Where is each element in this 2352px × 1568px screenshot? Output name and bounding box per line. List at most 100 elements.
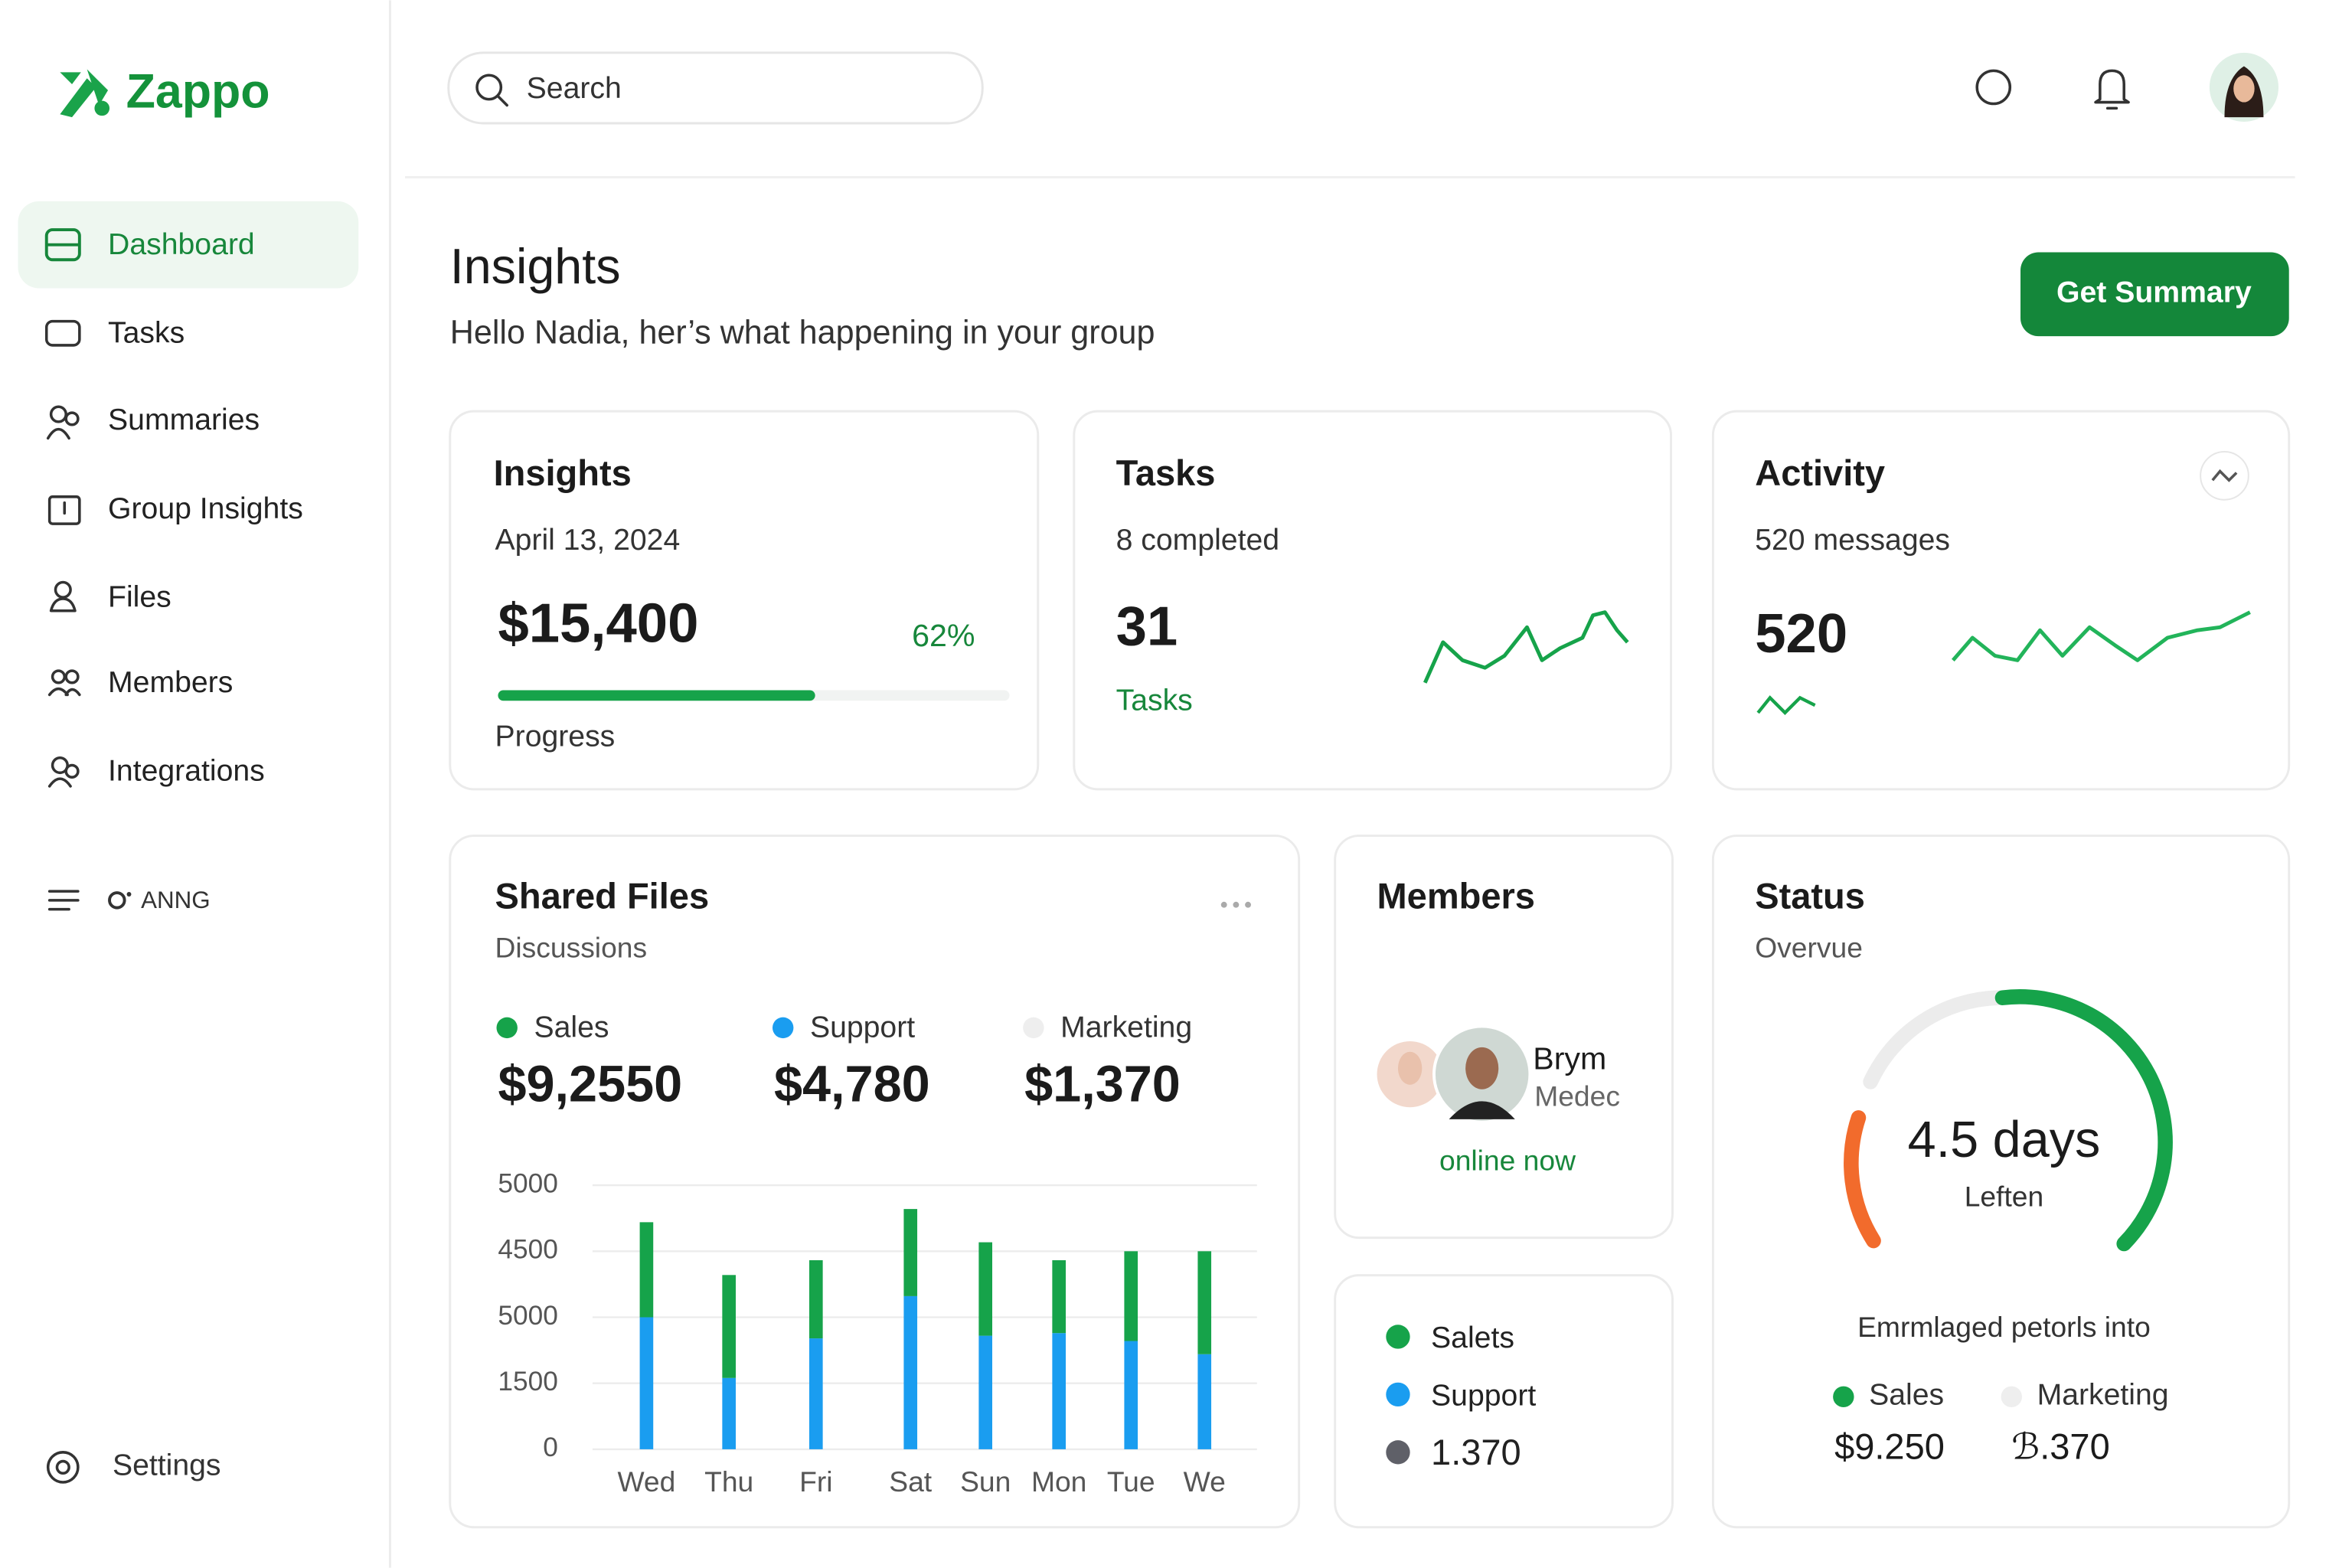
settings[interactable]: Settings (113, 1449, 221, 1482)
page-title: Insights (450, 238, 621, 294)
card-title: Status (1755, 875, 1865, 916)
legend-label: Sales (1869, 1379, 1944, 1412)
card-title: Members (1377, 875, 1535, 916)
menu-icon[interactable] (47, 890, 80, 911)
logo: Zappo (60, 64, 270, 118)
x-tick-label: Tue (1107, 1465, 1155, 1498)
nav-icon (47, 495, 81, 525)
legend-label: 1.370 (1431, 1432, 1521, 1472)
card (1073, 410, 1672, 791)
nav-item[interactable]: Summaries (108, 403, 260, 436)
bar-segment (1197, 1354, 1212, 1449)
legend-dot (1386, 1325, 1410, 1349)
search-box[interactable] (447, 51, 984, 125)
x-tick-label: Mon (1031, 1465, 1086, 1498)
y-tick-label: 5000 (498, 1168, 557, 1198)
bar-segment (1197, 1251, 1212, 1354)
nav-item[interactable]: Group Insights (108, 492, 303, 525)
bar-segment (1052, 1260, 1066, 1334)
sparkline (1423, 610, 1629, 684)
card (1711, 835, 2291, 1529)
nav-icon (46, 405, 80, 440)
more-menu[interactable] (1220, 901, 1251, 908)
card-subtitle: Overvue (1755, 931, 1863, 963)
bar-segment (639, 1317, 654, 1449)
summary-button-label[interactable]: Get Summary (2056, 276, 2252, 309)
legend: Sales $9,2550 Support $4,780 Marketing $1,370 (496, 1011, 1192, 1112)
nav-item[interactable]: Tasks (108, 317, 185, 350)
bar-segment (722, 1377, 736, 1449)
legend-label: Marketing (1060, 1011, 1192, 1044)
legend-value: $9,2550 (498, 1056, 682, 1112)
bar-segment (1124, 1341, 1138, 1449)
legend-label: Support (810, 1011, 915, 1044)
card-subtitle: 520 messages (1755, 524, 1950, 557)
search-placeholder: Search (527, 72, 622, 105)
member-name: Brym (1533, 1040, 1606, 1076)
nav-active-bg (18, 201, 359, 289)
nav-item[interactable]: Members (108, 666, 233, 699)
member-status: online now (1439, 1145, 1576, 1177)
mini-sparkline (1756, 695, 1816, 715)
legend-value: $4,780 (774, 1056, 930, 1112)
bell-icon[interactable] (2094, 69, 2130, 110)
nav-item[interactable]: Dashboard (108, 228, 255, 261)
status-icon[interactable] (1975, 69, 2012, 106)
brand: Zappo (126, 64, 270, 118)
legend-value: ℬ.370 (2011, 1426, 2109, 1466)
x-tick-label: Fri (799, 1465, 832, 1498)
search-icon (475, 74, 508, 107)
bar-segment (978, 1335, 992, 1449)
amount: $15,400 (498, 592, 698, 654)
legend-label: Sales (534, 1011, 609, 1044)
card-subtitle: 8 completed (1116, 524, 1279, 557)
page-subtitle: Hello Nadia, her’s what happening in you… (450, 315, 1155, 351)
x-tick-label: Thu (704, 1465, 753, 1498)
settings-icon (46, 1451, 80, 1484)
nav-item[interactable]: Files (108, 580, 172, 613)
legend-dot (1386, 1440, 1410, 1465)
bar-segment (903, 1295, 918, 1449)
nav-extra[interactable]: ANNG (141, 887, 211, 913)
card-title: Tasks (1116, 452, 1216, 493)
progress-label: 62% (912, 618, 975, 653)
activity-toggle-icon (2211, 469, 2238, 482)
member-role: Medec (1534, 1080, 1620, 1112)
card-title: Shared Files (495, 875, 710, 916)
avatar[interactable] (2209, 52, 2278, 122)
legend-dot (1833, 1386, 1854, 1408)
card (1334, 1274, 1674, 1529)
gauge (1844, 989, 2173, 1252)
y-tick-label: 4500 (498, 1235, 557, 1265)
card-date: April 13, 2024 (495, 524, 681, 557)
legend-value: $9.250 (1834, 1426, 1945, 1466)
progress-fill (498, 690, 815, 701)
x-tick-label: We (1184, 1465, 1226, 1498)
progress-caption: Progress (495, 720, 616, 753)
member-avatars (1377, 1024, 1532, 1124)
status-note: Emrmlaged petorls into (1857, 1311, 2151, 1343)
task-caption: Tasks (1116, 684, 1193, 717)
legend-dot (496, 1017, 518, 1039)
nav-item[interactable]: Integrations (108, 755, 265, 788)
legend-label: Salets (1431, 1321, 1514, 1354)
legend-label: Support (1431, 1380, 1536, 1413)
bar-segment (1052, 1333, 1066, 1449)
bar-segment (903, 1209, 918, 1296)
legend-dot (772, 1017, 794, 1039)
nav-icon (44, 319, 81, 347)
card (1711, 410, 2291, 791)
activity-count: 520 (1755, 603, 1847, 665)
bar-segment (1124, 1251, 1138, 1341)
bar-chart: 0 1500 5000 4500 5000 Wed Thu Fri Sat Sun Mon Tue We (498, 1168, 1257, 1498)
bar-segment (808, 1260, 823, 1339)
summary-button[interactable] (2020, 252, 2289, 337)
nav-extra-icon (108, 891, 132, 910)
bar-segment (978, 1242, 992, 1336)
legend: Sales $9.250 Marketing ℬ.370 (1833, 1379, 2169, 1466)
y-tick-label: 0 (543, 1432, 558, 1462)
x-tick-label: Sat (889, 1465, 933, 1498)
gauge-caption: Leften (1965, 1181, 2043, 1213)
